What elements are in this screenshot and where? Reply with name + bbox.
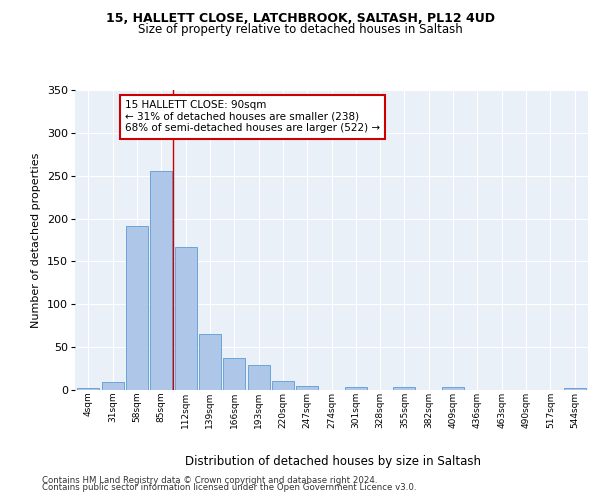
Bar: [77, 388, 100, 390]
Text: Distribution of detached houses by size in Saltash: Distribution of detached houses by size …: [185, 454, 481, 468]
Text: Contains public sector information licensed under the Open Government Licence v3: Contains public sector information licen…: [42, 484, 416, 492]
Bar: [248, 365, 269, 390]
Text: 15, HALLETT CLOSE, LATCHBROOK, SALTASH, PL12 4UD: 15, HALLETT CLOSE, LATCHBROOK, SALTASH, …: [106, 12, 494, 26]
Bar: [272, 380, 294, 390]
Bar: [126, 226, 148, 390]
Bar: [102, 382, 124, 390]
Text: Size of property relative to detached houses in Saltash: Size of property relative to detached ho…: [137, 22, 463, 36]
Bar: [199, 334, 221, 390]
Text: Contains HM Land Registry data © Crown copyright and database right 2024.: Contains HM Land Registry data © Crown c…: [42, 476, 377, 485]
Bar: [563, 388, 586, 390]
Bar: [296, 386, 318, 390]
Y-axis label: Number of detached properties: Number of detached properties: [31, 152, 41, 328]
Bar: [442, 388, 464, 390]
Bar: [223, 358, 245, 390]
Bar: [151, 170, 172, 390]
Bar: [175, 247, 197, 390]
Bar: [345, 386, 367, 390]
Text: 15 HALLETT CLOSE: 90sqm
← 31% of detached houses are smaller (238)
68% of semi-d: 15 HALLETT CLOSE: 90sqm ← 31% of detache…: [125, 100, 380, 134]
Bar: [394, 388, 415, 390]
